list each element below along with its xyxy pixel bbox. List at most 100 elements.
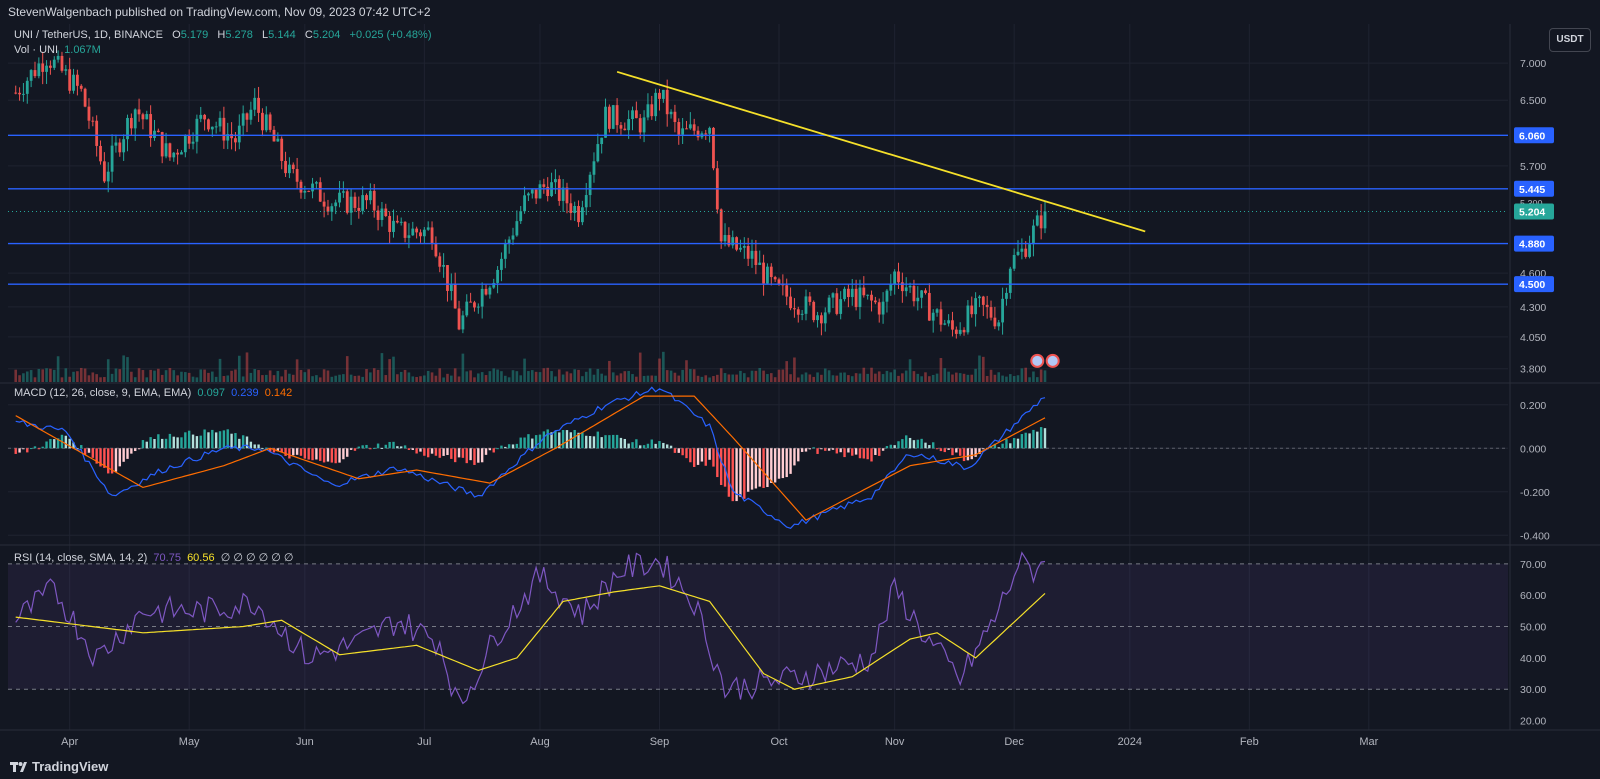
macd-signal-line (15, 395, 1046, 521)
candle-body (426, 227, 430, 230)
candle-body (434, 244, 438, 257)
macd-histogram-bar (770, 448, 773, 483)
volume-bar (496, 369, 499, 382)
candle-body (688, 124, 692, 129)
last-price-tag (1514, 203, 1554, 220)
macd-histogram-bar (1012, 438, 1016, 449)
volume-bar (985, 375, 989, 382)
volume-bar (766, 374, 769, 382)
macd-histogram-bar (669, 445, 673, 449)
macd-histogram-bar (284, 448, 287, 456)
candle-body (253, 97, 257, 110)
candle-body (831, 293, 835, 298)
macd-histogram-bar (716, 448, 719, 478)
macd-histogram-bar (72, 442, 75, 449)
volume-bar (577, 369, 580, 382)
candle-body (203, 114, 207, 120)
volume-bar (380, 353, 384, 382)
macd-histogram-bar (1039, 427, 1043, 449)
candle-body (164, 143, 168, 157)
candle-body (584, 195, 588, 208)
candle-body (22, 93, 25, 95)
macd-histogram-bar (558, 432, 561, 449)
rsi-extra: ∅ ∅ ∅ ∅ ∅ ∅ (220, 552, 294, 564)
candle-body (673, 111, 677, 123)
volume-bar (211, 371, 214, 382)
volume-bar (79, 367, 83, 382)
volume-bar (646, 375, 650, 382)
volume-bar (708, 377, 711, 382)
candle-body (966, 305, 970, 333)
volume-bar (839, 372, 842, 382)
volume-bar (234, 369, 237, 382)
volume-bar (608, 360, 611, 382)
candle-body (900, 282, 904, 292)
macd-histogram-bar (592, 436, 596, 449)
macd-histogram-bar (970, 448, 973, 460)
macd-histogram-bar (631, 442, 634, 449)
candle-body (519, 211, 523, 222)
macd-histogram-bar (951, 448, 954, 456)
candle-body (823, 312, 827, 324)
macd-histogram-bar (180, 437, 183, 449)
volume-bar (928, 376, 931, 382)
candle-body (307, 190, 311, 192)
volume-bar (442, 377, 445, 382)
candle-body (592, 161, 596, 175)
macd-histogram-bar (627, 443, 630, 449)
volume-bar (334, 375, 337, 382)
macd-histogram-bar (434, 448, 438, 456)
macd-histogram-bar (619, 437, 623, 449)
candle-body (607, 106, 611, 129)
volume-bar (962, 373, 966, 382)
volume-bar (415, 376, 418, 382)
volume-bar (500, 371, 503, 382)
macd-histogram-bar (916, 439, 919, 449)
volume-bar (438, 368, 442, 382)
volume-bar (25, 371, 29, 382)
candle-body (268, 114, 272, 130)
macd-histogram-bar (735, 448, 738, 502)
macd-histogram-bar (947, 448, 950, 450)
candle-body (318, 182, 322, 202)
currency-button[interactable]: USDT (1549, 28, 1591, 52)
macd-histogram-bar (450, 448, 453, 459)
volume-bar (157, 368, 160, 382)
macd-histogram-bar (515, 443, 519, 449)
chart-canvas[interactable]: 3.8004.0504.3004.6005.7006.5007.0005.300… (0, 24, 1600, 753)
candle-body (808, 296, 812, 302)
macd-histogram-bar (854, 448, 858, 455)
macd-tick-label: -0.400 (1520, 530, 1550, 542)
macd-histogram-bar (346, 448, 349, 457)
level-price-tag (1514, 180, 1554, 197)
candle-body (534, 189, 538, 199)
volume-bar (245, 352, 249, 382)
time-axis-label: Dec (1004, 736, 1024, 748)
macd-histogram-bar (438, 448, 441, 458)
macd-histogram-bar (554, 430, 557, 449)
macd-histogram-bar (692, 448, 696, 467)
volume-bar (654, 375, 657, 382)
candle-body (315, 182, 318, 184)
macd-histogram-bar (596, 431, 600, 449)
candle-body (496, 269, 499, 283)
candle-body (877, 302, 881, 315)
macd-histogram-bar (172, 436, 175, 449)
macd-histogram-bar (920, 438, 923, 449)
volume-bar (789, 374, 792, 382)
volume-bar (762, 370, 765, 382)
volume-bar (114, 368, 118, 382)
candle-body (18, 92, 21, 95)
candle-body (230, 134, 233, 139)
low-value: 5.144 (268, 29, 296, 41)
tradingview-logo[interactable]: TradingView (10, 759, 108, 774)
candle-body (538, 184, 542, 199)
macd-histogram-bar (110, 448, 114, 474)
volume-bar (1005, 376, 1008, 382)
price-legend: UNI / TetherUS, 1D, BINANCE O5.179 H5.27… (14, 29, 432, 41)
volume-bar (60, 377, 64, 382)
candle-body (303, 190, 307, 193)
volume-bar (222, 376, 226, 382)
candle-body (507, 239, 511, 244)
macd-histogram-bar (542, 431, 546, 449)
